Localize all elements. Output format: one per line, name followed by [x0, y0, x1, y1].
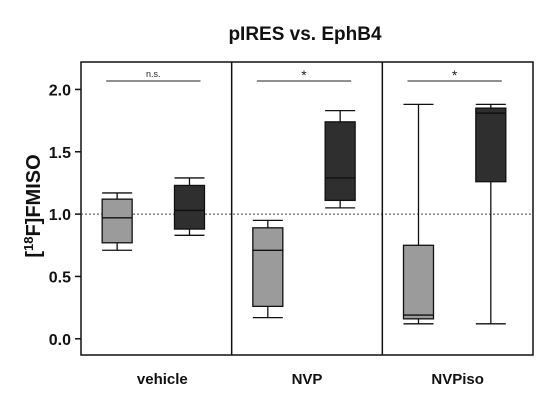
group-label-vehicle: vehicle: [137, 371, 188, 388]
y-tick-label: 0.0: [49, 332, 71, 349]
box-pires: [252, 227, 284, 308]
significance-label: *: [301, 67, 307, 83]
group-label-nvpiso: NVPiso: [431, 371, 484, 388]
y-axis-label: [18F]FMISO: [21, 154, 45, 257]
group-label-nvp: NVP: [292, 371, 323, 388]
significance-label: *: [452, 67, 458, 83]
box-pires: [402, 244, 435, 320]
y-tick-label: 1.5: [49, 145, 71, 162]
box-ephb4: [324, 121, 356, 202]
y-tick-label: 2.0: [49, 82, 71, 99]
significance-label: n.s.: [146, 69, 161, 79]
box-ephb4: [475, 107, 507, 183]
y-tick-label: 0.5: [49, 269, 71, 286]
chart-title: pIRES vs. EphB4: [228, 24, 382, 45]
plot-frame: [80, 61, 534, 356]
box-pires: [101, 198, 133, 244]
box-ephb4: [173, 184, 206, 230]
y-tick-label: 1.0: [49, 207, 71, 224]
